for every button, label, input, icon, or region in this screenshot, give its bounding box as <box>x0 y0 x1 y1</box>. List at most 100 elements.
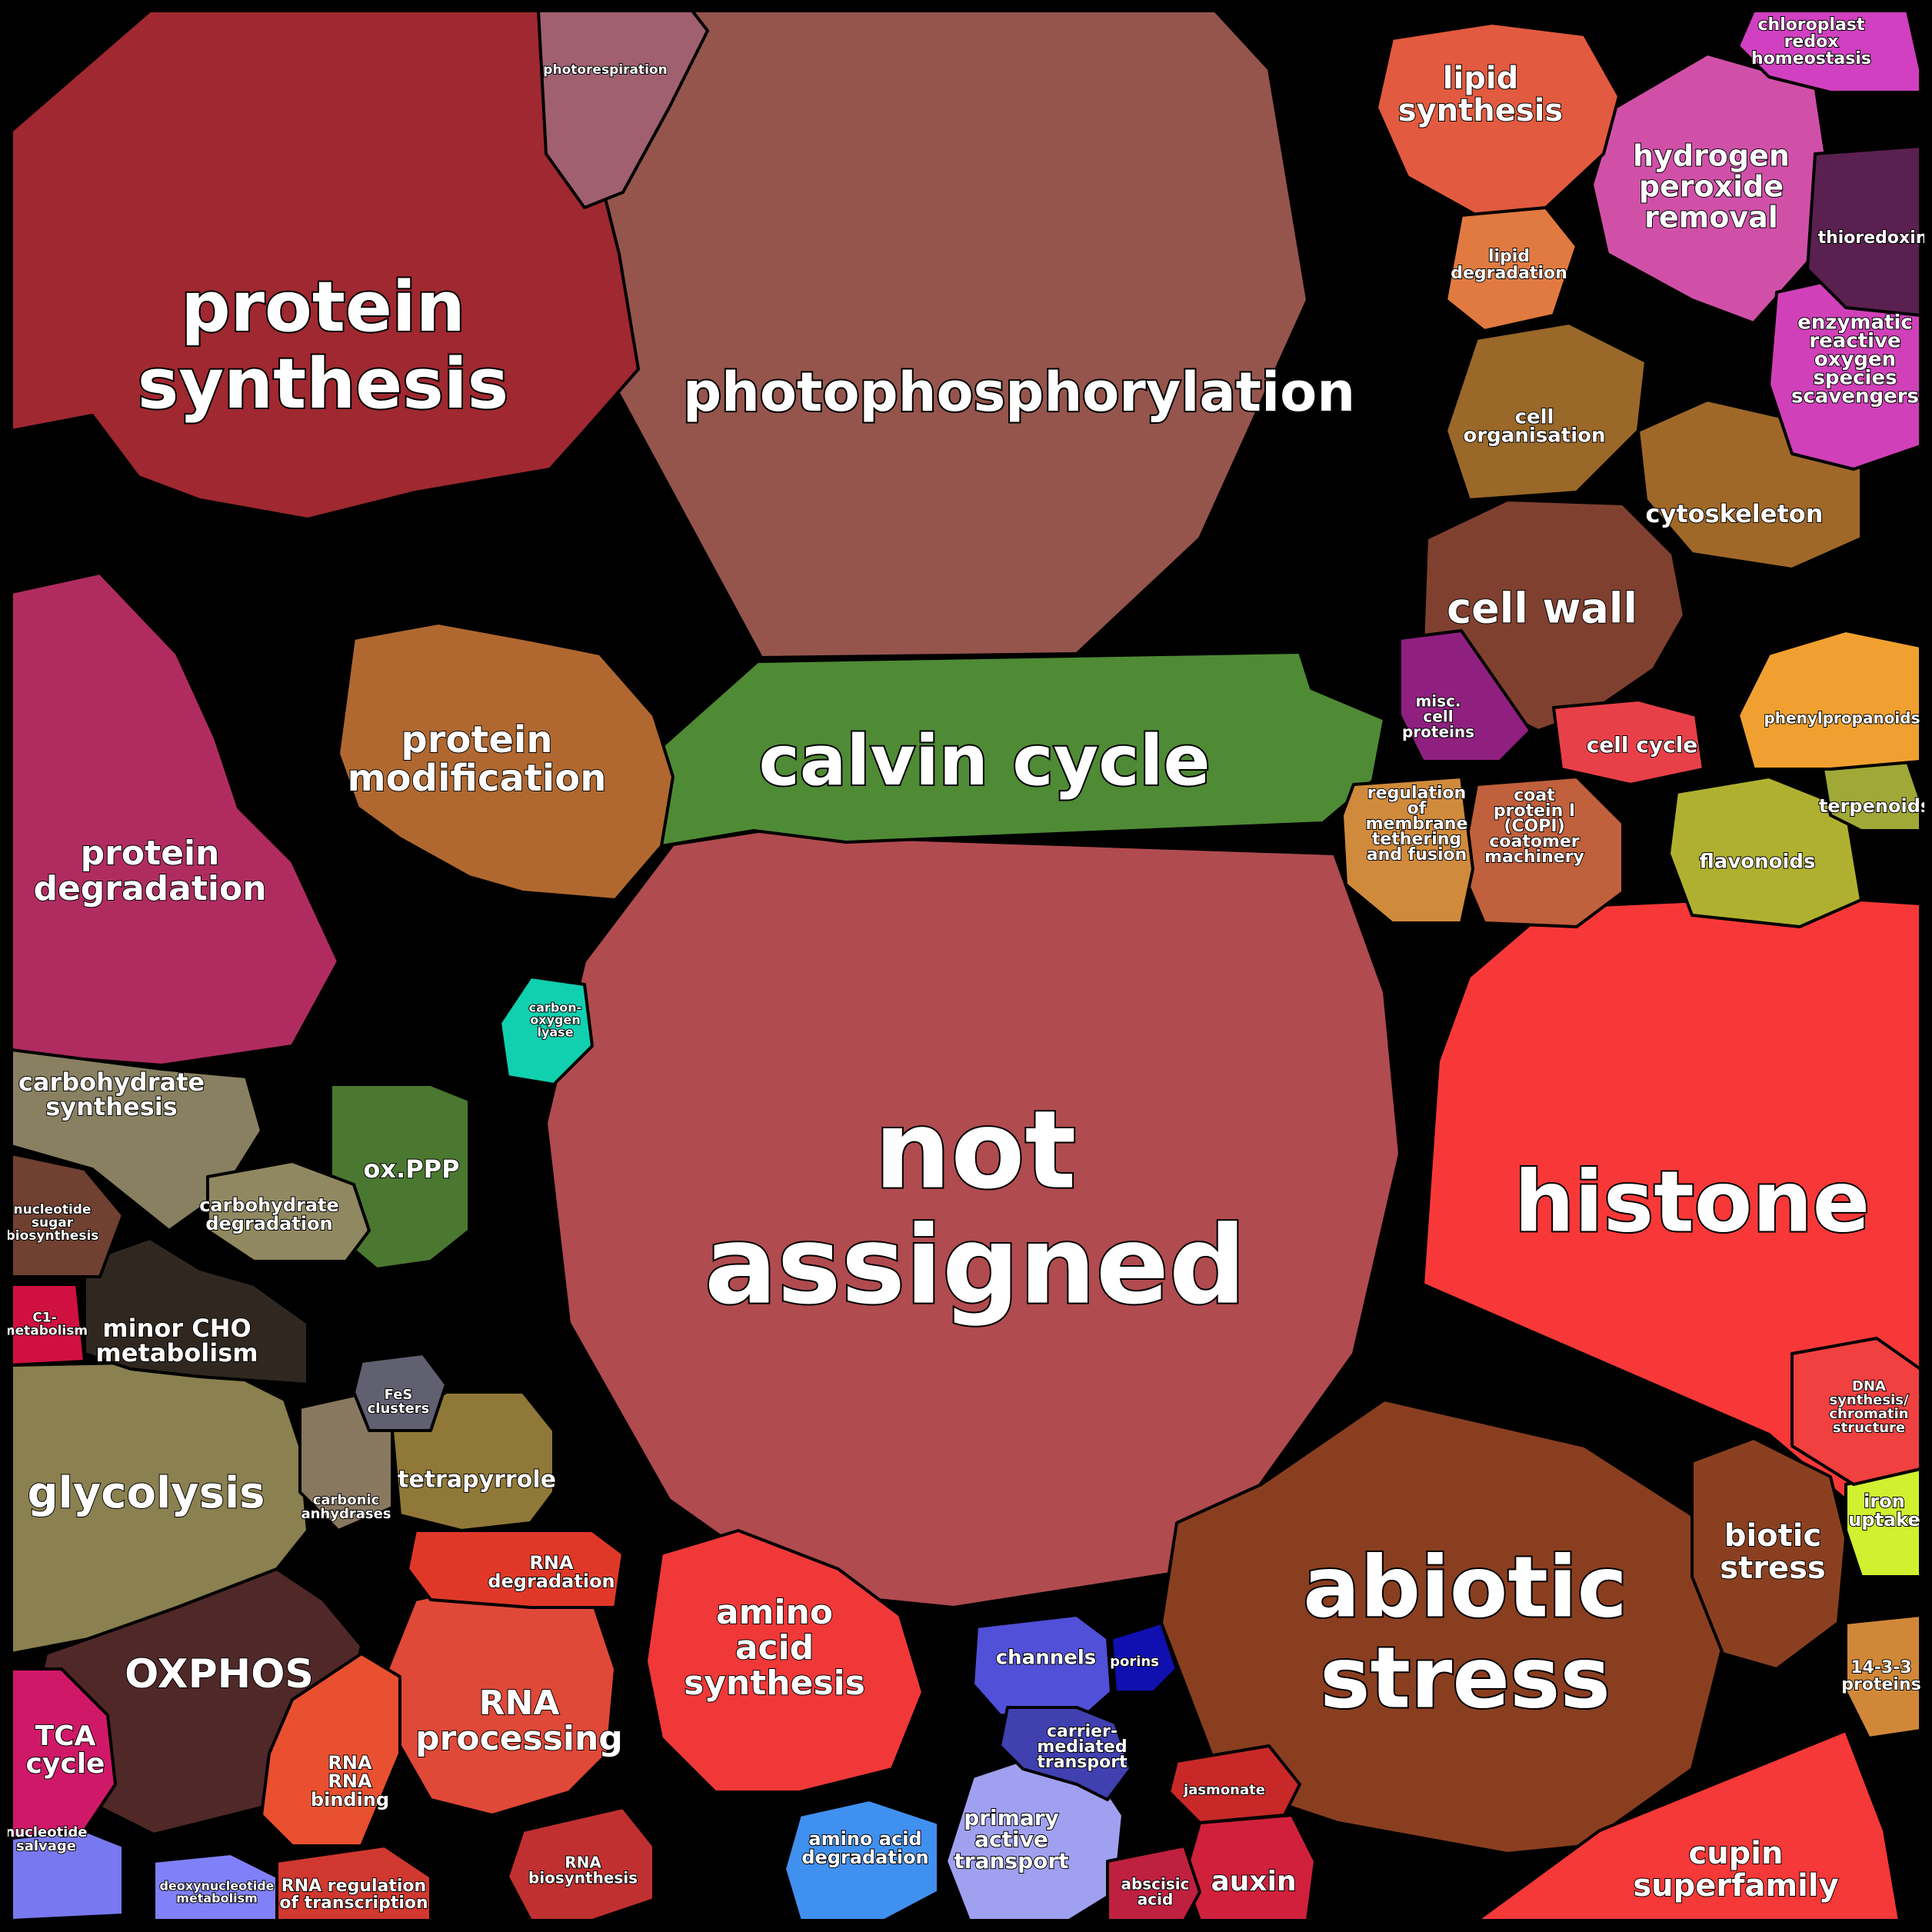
label-c1-metabolism: C1-metabolism <box>2 1311 88 1339</box>
label-line: abscisic <box>1121 1875 1189 1894</box>
cell-deoxynucleotide-metabolism[interactable] <box>152 1852 278 1922</box>
label-glycolysis: glycolysis <box>27 1468 265 1518</box>
label-line: minor CHO <box>102 1314 251 1343</box>
label-line: chloroplast <box>1757 15 1865 35</box>
cell-lipid-synthesis[interactable] <box>1375 22 1621 217</box>
cell-cell-cycle[interactable] <box>1552 698 1705 786</box>
label-line: glycolysis <box>27 1468 265 1518</box>
label-calvin-cycle: calvin cycle <box>758 721 1210 801</box>
label-line: binding <box>311 1789 389 1810</box>
label-line: degradation <box>801 1847 928 1868</box>
cell-phenylpropanoids[interactable] <box>1737 629 1922 771</box>
label-line: biosynthesis <box>6 1228 99 1244</box>
label-line: proteins <box>1402 723 1474 741</box>
label-auxin: auxin <box>1211 1866 1296 1897</box>
cell-minor-cho-metabolism[interactable] <box>83 1237 309 1386</box>
label-line: homeostasis <box>1751 49 1871 68</box>
label-line: processing <box>415 1719 623 1758</box>
label-porins: porins <box>1110 1654 1159 1670</box>
label-protein-modification: protein modification <box>348 718 607 800</box>
label-carbohydrate-degradation: carbohydrate degradation <box>199 1194 339 1234</box>
label-line: synthesis <box>1398 93 1563 128</box>
label-line: lipid <box>1488 247 1530 266</box>
cell-regulation-membrane-tethering[interactable] <box>1341 775 1474 924</box>
cell-channels[interactable] <box>971 1614 1113 1724</box>
label-line: histone <box>1514 1152 1870 1251</box>
label-amino-acid-synthesis: amino acid synthesis <box>684 1593 865 1703</box>
label-line: RNA <box>328 1770 372 1792</box>
label-misc-cell-proteins: misc. cell proteins <box>1402 692 1474 741</box>
label-line: auxin <box>1211 1866 1296 1897</box>
label-nucleotide-salvage: nucleotide salvage <box>5 1824 88 1854</box>
label-line: organisation <box>1464 425 1606 448</box>
label-biotic-stress: biotic stress <box>1720 1518 1825 1586</box>
cell-fes-clusters[interactable] <box>352 1352 448 1432</box>
label-line: porins <box>1110 1654 1159 1670</box>
label-tetrapyrrole: tetrapyrrole <box>398 1467 556 1494</box>
label-line: coat <box>1514 786 1555 805</box>
label-line: membrane <box>1366 814 1468 834</box>
label-line: degradation <box>205 1213 332 1234</box>
label-line: stress <box>1720 1551 1825 1586</box>
label-line: RNA <box>529 1552 574 1574</box>
cell-jasmonate[interactable] <box>1168 1744 1301 1824</box>
cell-dna-synthesis[interactable] <box>1790 1337 1922 1486</box>
cell-chloroplast-redox-homeostasis[interactable] <box>1737 9 1922 94</box>
cell-misc-cell-proteins[interactable] <box>1398 629 1532 763</box>
cell-amino-acid-synthesis[interactable] <box>645 1529 924 1794</box>
label-line: cell wall <box>1447 585 1637 633</box>
label-line: RNA <box>328 1752 372 1774</box>
cell-porins[interactable] <box>1110 1621 1178 1694</box>
label-rna-processing: RNA processing <box>415 1684 623 1758</box>
label-line: species <box>1813 367 1897 390</box>
label-line: cupin <box>1688 1836 1783 1871</box>
cell-protein-modification[interactable] <box>337 621 675 901</box>
label-line: acid <box>735 1628 814 1667</box>
cell-rna-biosynthesis[interactable] <box>506 1806 655 1922</box>
label-line: regulation <box>1367 784 1466 803</box>
cell-flavonoids[interactable] <box>1667 775 1863 928</box>
cell-carbohydrate-degradation[interactable] <box>206 1160 371 1263</box>
label-not-assigned: not assigned <box>705 1088 1246 1329</box>
label-line: synthesis <box>684 1664 865 1703</box>
cell-carrier-mediated-transport[interactable] <box>998 1706 1132 1801</box>
cell-protein-14-3-3[interactable] <box>1844 1614 1922 1740</box>
label-line: stress <box>1320 1628 1611 1727</box>
cell-biotic-stress[interactable] <box>1690 1437 1847 1671</box>
label-line: active <box>974 1827 1048 1852</box>
label-fes-clusters: FeS clusters <box>368 1387 430 1417</box>
cell-nucleotide-sugar-biosynthesis[interactable] <box>10 1152 125 1278</box>
label-chloroplast-redox-homeostasis: chloroplast redox homeostasis <box>1751 15 1871 68</box>
label-line: hydrogen <box>1633 139 1790 173</box>
label-line: and fusion <box>1367 845 1467 864</box>
label-deoxynucleotide-metabolism: deoxynucleotide metabolism <box>159 1879 274 1906</box>
label-enzymatic-ros-scavengers: enzymatic reactive oxygen species scavengers <box>1791 311 1919 408</box>
label-line: scavengers <box>1791 385 1919 408</box>
cell-amino-acid-degradation[interactable] <box>783 1798 940 1922</box>
label-protein-14-3-3: 14-3-3 proteins <box>1841 1658 1920 1694</box>
cell-lipid-degradation[interactable] <box>1444 206 1578 332</box>
cell-cupin-superfamily[interactable] <box>1475 1729 1901 1922</box>
cell-carbon-oxygen-lyase[interactable] <box>498 975 594 1086</box>
cell-cell-organisation[interactable] <box>1444 321 1647 501</box>
label-line: primary <box>964 1805 1059 1830</box>
cell-photorespiration[interactable] <box>537 9 709 209</box>
cell-rna-binding[interactable] <box>260 1652 401 1847</box>
cell-thioredoxin[interactable] <box>1806 145 1922 317</box>
label-line: modification <box>348 757 607 800</box>
label-line: degradation <box>1451 264 1567 283</box>
cell-nucleotide-salvage[interactable] <box>10 1829 125 1922</box>
label-minor-cho-metabolism: minor CHO metabolism <box>95 1314 258 1367</box>
label-line: phenylpropanoids <box>1764 709 1920 728</box>
cell-rna-degradation[interactable] <box>406 1529 625 1609</box>
label-protein-synthesis: protein synthesis <box>138 267 508 425</box>
label-amino-acid-degradation: amino acid degradation <box>801 1828 928 1868</box>
label-tca-cycle: TCA cycle <box>26 1720 105 1780</box>
label-regulation-membrane-tethering: regulation of membrane tethering and fusion <box>1366 784 1468 864</box>
cell-abscisic-acid[interactable] <box>1106 1844 1201 1922</box>
label-line: superfamily <box>1633 1868 1838 1904</box>
label-oxphos: OXPHOS <box>125 1651 314 1697</box>
cell-c1-metabolism[interactable] <box>10 1283 86 1367</box>
label-line: uptake <box>1848 1509 1920 1531</box>
